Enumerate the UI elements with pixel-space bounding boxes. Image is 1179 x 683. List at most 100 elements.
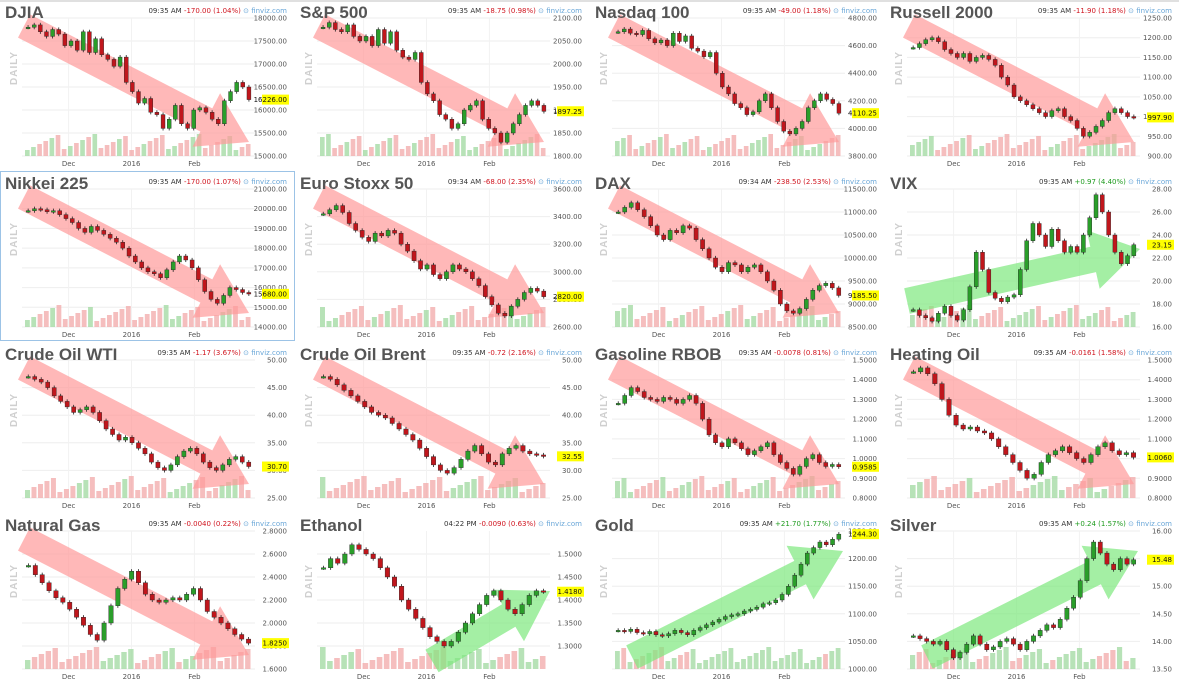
last-price-tag <box>852 290 879 301</box>
volume-bar <box>666 491 672 498</box>
candle <box>948 304 954 318</box>
y-tick-label: 1.2000 <box>1148 416 1173 424</box>
candle <box>658 38 664 45</box>
candle <box>87 623 93 637</box>
candle <box>399 584 405 603</box>
volume-bar <box>522 140 528 156</box>
volume-bar <box>938 490 944 498</box>
candle <box>201 451 206 465</box>
volume-bar <box>141 487 147 498</box>
candle <box>999 63 1004 80</box>
y-tick-label: 14.00 <box>1152 638 1172 646</box>
last-price-tag <box>557 586 584 597</box>
chart-meta: 09:35 AM -170.00 (1.04%) ⊙ finviz.com <box>148 7 287 15</box>
candle <box>499 451 505 467</box>
candle <box>444 269 449 281</box>
volume-bar <box>803 309 809 327</box>
candle <box>771 278 777 293</box>
x-tick-label: Dec <box>652 160 666 168</box>
volume-bar <box>1073 135 1079 156</box>
volume-bar <box>333 488 340 498</box>
volume-bar <box>117 139 122 156</box>
volume-bar <box>1111 321 1117 327</box>
volume-bar <box>666 321 672 327</box>
candle <box>505 597 511 612</box>
volume-bar <box>954 141 959 156</box>
volume-bar <box>829 138 835 156</box>
candle <box>1100 192 1105 215</box>
finviz-source: ⊙ finviz.com <box>538 7 582 15</box>
candle <box>652 36 658 45</box>
candle <box>1031 472 1037 481</box>
volume-bar <box>350 139 356 156</box>
chart-title: Gasoline RBOB <box>595 345 722 364</box>
volume-bar <box>1080 481 1086 498</box>
candle <box>767 600 772 606</box>
finviz-source: ⊙ finviz.com <box>243 7 287 15</box>
candle <box>687 223 692 231</box>
volume-bar <box>983 656 989 669</box>
candle <box>160 112 166 131</box>
y-tick-label: 2.6000 <box>263 551 288 559</box>
candle <box>57 208 62 217</box>
volume-bar <box>627 662 633 669</box>
volume-bar <box>25 320 30 327</box>
volume-bar <box>239 320 245 327</box>
volume-bar <box>1130 312 1136 327</box>
candle <box>424 262 430 272</box>
candle <box>763 91 768 103</box>
candle <box>148 96 153 115</box>
volume-bar <box>694 136 700 156</box>
candle <box>799 119 805 131</box>
candle <box>836 101 842 116</box>
candle <box>823 460 829 469</box>
daily-label: DAILY <box>894 50 905 85</box>
finviz-source: ⊙ finviz.com <box>1128 178 1172 186</box>
volume-bar <box>332 148 337 156</box>
volume-bar <box>80 140 85 156</box>
volume-bar <box>647 483 653 498</box>
candle <box>443 112 448 122</box>
volume-bar <box>707 147 712 156</box>
candle <box>427 625 433 639</box>
candle <box>739 262 744 274</box>
volume-bar <box>1029 139 1035 156</box>
candle <box>434 634 440 644</box>
volume-bar <box>166 149 171 156</box>
candle <box>45 380 50 390</box>
volume-bar <box>73 656 79 669</box>
x-tick-label: 2016 <box>418 502 436 510</box>
candle <box>32 206 37 213</box>
volume-bar <box>805 150 810 156</box>
candle <box>202 277 207 294</box>
volume-bar <box>147 141 153 156</box>
volume-bar <box>70 486 76 498</box>
volume-bar <box>461 136 466 156</box>
candle <box>716 617 722 625</box>
candle <box>46 580 52 593</box>
candle <box>714 50 719 76</box>
volume-bar <box>161 478 167 498</box>
volume-bar <box>213 488 219 498</box>
y-tick-label: 16.00 <box>1152 528 1172 536</box>
volume-bar <box>469 306 475 327</box>
chart-panel-nikkei-225[interactable]: 14000.00 15000.00 16000.00 17000.00 18000.00… <box>0 171 295 341</box>
candle <box>1031 633 1036 644</box>
candle <box>646 28 651 41</box>
candle <box>513 443 519 451</box>
finviz-source: ⊙ finviz.com <box>243 520 287 528</box>
price-change: -0.0078 (0.81%) <box>773 349 831 357</box>
volume-bar <box>31 147 36 156</box>
x-tick-label: Feb <box>483 160 496 168</box>
last-price-tag <box>1147 239 1174 250</box>
volume-bar <box>57 492 63 498</box>
volume-bar <box>31 317 37 327</box>
candle <box>1088 452 1094 465</box>
candle <box>90 404 96 415</box>
candle <box>1067 444 1073 455</box>
chart-svg-sandp-500: 1800.001850.001900.001950.002000.002050.… <box>313 14 584 168</box>
candle <box>369 404 374 415</box>
candle <box>829 281 835 290</box>
volume-bar <box>1056 657 1063 669</box>
volume-bar <box>375 144 380 156</box>
